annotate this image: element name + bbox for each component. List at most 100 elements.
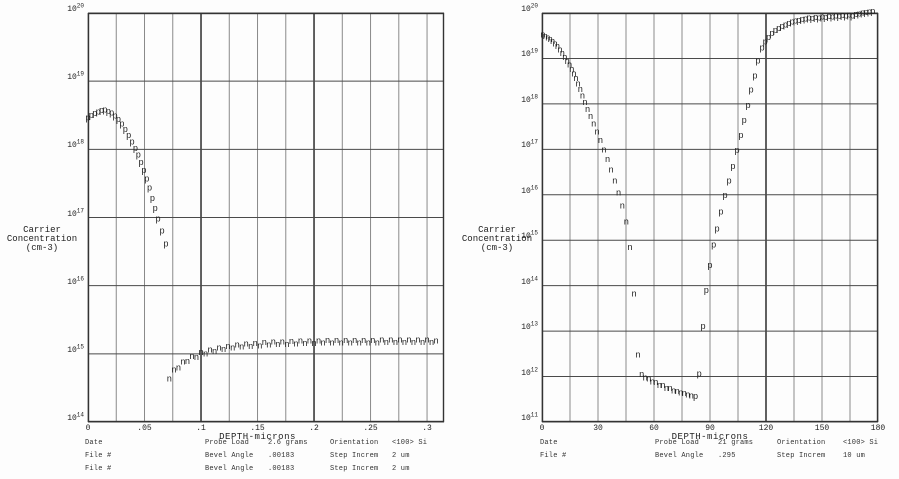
data-point-n-type: n	[664, 384, 669, 394]
data-point-n-type: n	[420, 338, 425, 348]
data-point-p-type: p	[112, 111, 117, 121]
plot-area: nnnnnnnnnnnnnnnnnnnnnnnnnnnnnnnnnnnnnnnn…	[540, 7, 879, 423]
data-point-n-type: n	[338, 339, 343, 349]
data-point-p-type: p	[129, 138, 134, 148]
data-point-n-type: n	[239, 343, 244, 353]
data-point-n-type: n	[266, 341, 271, 351]
data-point-n-type: n	[397, 336, 402, 346]
y-axis-label-line3: (cm-3)	[25, 243, 59, 253]
data-point-n-type: n	[657, 381, 662, 391]
data-point-p-type: p	[783, 20, 788, 30]
data-point-p-type: p	[700, 322, 705, 332]
y-tick-label: 1011	[521, 411, 538, 423]
data-point-n-type: n	[203, 349, 208, 359]
meta-cell: Bevel Angle	[655, 452, 704, 460]
meta-cell: <100> Si	[392, 439, 428, 447]
data-point-n-type: n	[605, 155, 610, 165]
data-point-n-type: n	[289, 337, 294, 347]
meta-cell: Bevel Angle	[205, 465, 254, 473]
meta-cell: Step Increm	[777, 452, 826, 460]
data-point-n-type: n	[571, 69, 576, 79]
data-point-p-type: p	[693, 392, 698, 402]
data-point-p-type: p	[776, 24, 781, 34]
data-point-p-type: p	[155, 215, 160, 225]
data-point-p-type: p	[109, 109, 114, 119]
data-point-n-type: n	[643, 373, 648, 383]
data-point-p-type: p	[147, 184, 152, 194]
data-point-n-type: n	[616, 188, 621, 198]
meta-cell: 21 grams	[718, 439, 754, 447]
x-tick-label: .25	[363, 424, 378, 433]
data-point-n-type: n	[575, 79, 580, 89]
x-tick-label: 150	[814, 424, 830, 433]
data-point-n-type: n	[343, 336, 348, 346]
data-point-n-type: n	[194, 353, 199, 363]
meta-cell: Orientation	[330, 439, 379, 447]
data-point-p-type: p	[150, 194, 155, 204]
plot-frame	[541, 12, 879, 423]
y-tick-label: 1017	[521, 138, 538, 151]
data-point-p-type: p	[730, 162, 735, 172]
data-point-p-type: p	[748, 86, 753, 96]
data-point-n-type: n	[334, 336, 339, 346]
data-point-n-type: n	[189, 352, 194, 362]
data-point-n-type: n	[293, 340, 298, 350]
data-point-n-type: n	[280, 337, 285, 347]
data-point-n-type: n	[262, 338, 267, 348]
x-axis-title: DEPTH-microns	[671, 432, 749, 442]
meta-cell: Date	[85, 439, 103, 447]
data-point-n-type: n	[361, 336, 366, 346]
data-point-n-type: n	[573, 74, 578, 84]
data-point-p-type: p	[141, 166, 146, 176]
x-tick-label: 0	[539, 424, 545, 433]
data-point-p-type: p	[796, 16, 801, 26]
meta-cell: Step Increm	[330, 452, 379, 460]
y-tick-label: 1015	[67, 343, 84, 355]
data-point-n-type: n	[307, 336, 312, 346]
data-point-n-type: n	[552, 39, 557, 49]
y-tick-label: 1016	[521, 184, 538, 196]
data-point-n-type: n	[167, 374, 172, 384]
data-point-p-type: p	[786, 19, 791, 29]
data-point-p-type: p	[755, 57, 760, 67]
data-point-p-type: p	[85, 113, 90, 123]
y-axis-label-line1: Carrier	[23, 225, 61, 235]
data-point-n-type: n	[620, 202, 625, 212]
data-point-p-type: p	[800, 15, 805, 25]
meta-cell: Probe Load	[205, 439, 250, 447]
data-point-n-type: n	[370, 336, 375, 346]
y-axis-label-line3: (cm-3)	[480, 243, 514, 253]
data-point-n-type: n	[424, 335, 429, 345]
data-point-n-type: n	[180, 357, 185, 367]
y-axis-label-line1: Carrier	[478, 225, 516, 235]
data-point-p-type: p	[89, 111, 94, 121]
x-tick-label: 60	[649, 424, 659, 433]
data-point-n-type: n	[612, 177, 617, 187]
data-point-n-type: n	[406, 336, 411, 346]
data-point-p-type: p	[806, 14, 811, 24]
data-point-n-type: n	[185, 357, 190, 367]
meta-cell: Orientation	[777, 439, 826, 447]
x-tick-label: 90	[705, 424, 715, 433]
data-point-p-type: p	[759, 43, 764, 53]
data-point-n-type: n	[298, 337, 303, 347]
data-point-p-type: p	[722, 191, 727, 201]
data-point-n-type: n	[411, 338, 416, 348]
data-point-n-type: n	[402, 338, 407, 348]
data-point-n-type: n	[671, 387, 676, 397]
data-point-p-type: p	[853, 10, 858, 20]
data-point-n-type: n	[257, 341, 262, 351]
data-point-p-type: p	[119, 120, 124, 130]
meta-cell: <100> Si	[843, 439, 879, 447]
data-point-n-type: n	[366, 338, 371, 348]
data-point-n-type: n	[674, 387, 679, 397]
x-tick-label: .15	[250, 424, 265, 433]
data-point-n-type: n	[685, 391, 690, 401]
data-point-p-type: p	[696, 369, 701, 379]
y-tick-label: 1014	[67, 411, 84, 423]
data-point-p-type: p	[153, 204, 158, 214]
data-point-p-type: p	[136, 151, 141, 161]
